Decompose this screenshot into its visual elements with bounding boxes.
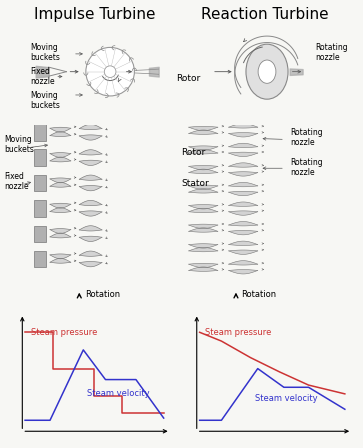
Circle shape (86, 47, 134, 96)
Polygon shape (50, 127, 71, 132)
Polygon shape (189, 169, 218, 173)
Polygon shape (229, 124, 258, 128)
Polygon shape (50, 203, 71, 208)
Polygon shape (189, 126, 218, 131)
Bar (34, 251, 46, 267)
Polygon shape (189, 185, 218, 190)
Text: Fixed
nozzle: Fixed nozzle (4, 172, 28, 191)
Polygon shape (229, 250, 258, 254)
Text: Steam velocity: Steam velocity (255, 394, 318, 403)
Ellipse shape (258, 60, 276, 83)
Text: Rotating
nozzle: Rotating nozzle (290, 158, 323, 177)
Polygon shape (189, 267, 218, 271)
Circle shape (104, 66, 116, 78)
Text: Rotating
nozzle: Rotating nozzle (290, 128, 323, 147)
Text: Rotor: Rotor (182, 148, 206, 157)
Polygon shape (50, 254, 71, 259)
Polygon shape (50, 178, 71, 183)
Polygon shape (189, 189, 218, 193)
Polygon shape (79, 251, 102, 256)
Polygon shape (189, 228, 218, 232)
Polygon shape (229, 261, 258, 265)
Text: Steam pressure: Steam pressure (205, 328, 272, 337)
Polygon shape (50, 153, 71, 157)
Text: Rotating
nozzle: Rotating nozzle (315, 43, 348, 62)
Polygon shape (189, 247, 218, 252)
Polygon shape (189, 165, 218, 170)
Bar (34, 149, 46, 166)
Polygon shape (50, 233, 71, 238)
Bar (34, 226, 46, 242)
Polygon shape (79, 160, 102, 165)
Text: Fixed
nozzle: Fixed nozzle (30, 67, 54, 86)
Polygon shape (229, 191, 258, 196)
Polygon shape (189, 208, 218, 213)
Polygon shape (50, 228, 71, 233)
Polygon shape (79, 236, 102, 241)
Polygon shape (79, 135, 102, 140)
Polygon shape (79, 211, 102, 216)
Polygon shape (189, 146, 218, 150)
Polygon shape (229, 133, 258, 137)
Polygon shape (229, 172, 258, 176)
Text: Moving
buckets: Moving buckets (30, 91, 60, 111)
Bar (34, 200, 46, 217)
Text: Stator: Stator (182, 179, 209, 188)
Polygon shape (50, 132, 71, 137)
Polygon shape (79, 262, 102, 267)
Text: Rotation: Rotation (85, 289, 120, 298)
Polygon shape (50, 208, 71, 212)
Polygon shape (229, 270, 258, 274)
Polygon shape (79, 150, 102, 155)
Polygon shape (189, 150, 218, 154)
Polygon shape (79, 125, 102, 129)
Polygon shape (189, 130, 218, 134)
Polygon shape (50, 258, 71, 263)
Polygon shape (229, 182, 258, 187)
Polygon shape (50, 157, 71, 162)
Polygon shape (229, 163, 258, 167)
Polygon shape (229, 222, 258, 226)
Polygon shape (229, 152, 258, 156)
Polygon shape (229, 241, 258, 246)
Polygon shape (189, 244, 218, 248)
Text: Steam velocity: Steam velocity (87, 389, 150, 398)
Polygon shape (189, 224, 218, 228)
Polygon shape (229, 230, 258, 235)
Text: Steam pressure: Steam pressure (30, 328, 97, 337)
Text: Rotation: Rotation (241, 289, 277, 298)
Text: Reaction Turbine: Reaction Turbine (201, 7, 329, 22)
Bar (34, 175, 46, 191)
Text: Rotor: Rotor (176, 74, 200, 83)
Polygon shape (50, 182, 71, 187)
Polygon shape (189, 263, 218, 267)
Polygon shape (229, 211, 258, 215)
Text: Moving
buckets: Moving buckets (30, 43, 60, 62)
Polygon shape (79, 200, 102, 206)
Polygon shape (79, 185, 102, 191)
Polygon shape (79, 175, 102, 180)
Polygon shape (229, 202, 258, 207)
Polygon shape (79, 226, 102, 231)
Ellipse shape (246, 44, 288, 99)
Bar (34, 124, 46, 141)
Text: Moving
buckets: Moving buckets (4, 135, 34, 155)
Text: Impulse Turbine: Impulse Turbine (34, 7, 155, 22)
Polygon shape (229, 143, 258, 148)
Polygon shape (189, 205, 218, 209)
